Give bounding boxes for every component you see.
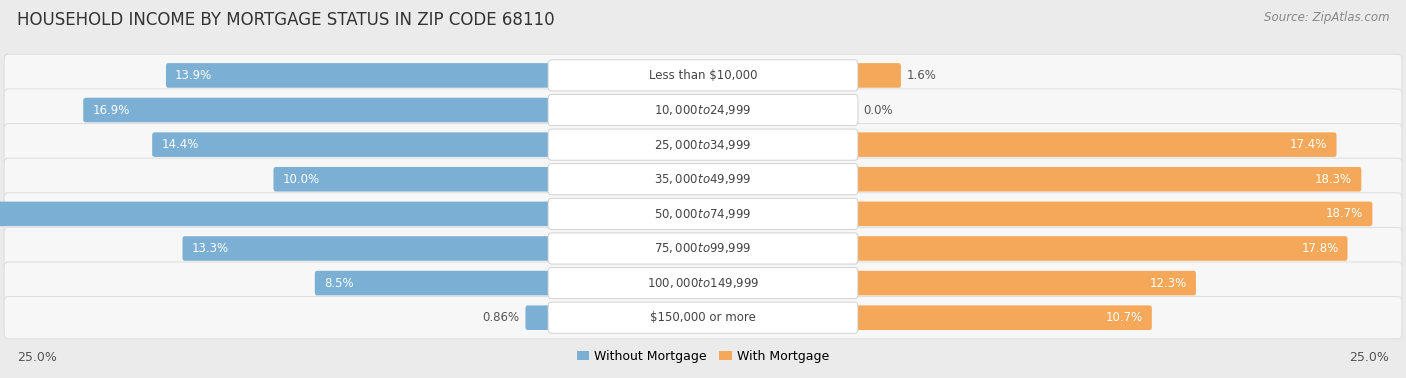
Text: 18.3%: 18.3% xyxy=(1315,173,1353,186)
Text: 10.7%: 10.7% xyxy=(1105,311,1143,324)
FancyBboxPatch shape xyxy=(166,63,554,88)
FancyBboxPatch shape xyxy=(852,236,1347,261)
FancyBboxPatch shape xyxy=(183,236,554,261)
FancyBboxPatch shape xyxy=(4,227,1402,270)
FancyBboxPatch shape xyxy=(4,193,1402,235)
FancyBboxPatch shape xyxy=(548,198,858,229)
Text: 16.9%: 16.9% xyxy=(93,104,129,116)
Text: $150,000 or more: $150,000 or more xyxy=(650,311,756,324)
FancyBboxPatch shape xyxy=(852,201,1372,226)
FancyBboxPatch shape xyxy=(548,268,858,299)
Text: $100,000 to $149,999: $100,000 to $149,999 xyxy=(647,276,759,290)
FancyBboxPatch shape xyxy=(548,60,858,91)
Legend: Without Mortgage, With Mortgage: Without Mortgage, With Mortgage xyxy=(572,345,834,368)
Text: 14.4%: 14.4% xyxy=(162,138,198,151)
Text: 17.8%: 17.8% xyxy=(1301,242,1339,255)
Text: 12.3%: 12.3% xyxy=(1150,277,1187,290)
Text: 25.0%: 25.0% xyxy=(17,351,56,364)
FancyBboxPatch shape xyxy=(526,305,554,330)
FancyBboxPatch shape xyxy=(4,158,1402,200)
FancyBboxPatch shape xyxy=(852,271,1197,295)
FancyBboxPatch shape xyxy=(4,297,1402,339)
Text: $75,000 to $99,999: $75,000 to $99,999 xyxy=(654,242,752,256)
FancyBboxPatch shape xyxy=(274,167,554,192)
Text: HOUSEHOLD INCOME BY MORTGAGE STATUS IN ZIP CODE 68110: HOUSEHOLD INCOME BY MORTGAGE STATUS IN Z… xyxy=(17,11,554,29)
Text: 0.86%: 0.86% xyxy=(482,311,519,324)
FancyBboxPatch shape xyxy=(548,164,858,195)
FancyBboxPatch shape xyxy=(548,94,858,125)
Text: 0.0%: 0.0% xyxy=(863,104,893,116)
Text: 17.4%: 17.4% xyxy=(1291,138,1327,151)
Text: 10.0%: 10.0% xyxy=(283,173,319,186)
FancyBboxPatch shape xyxy=(152,132,554,157)
FancyBboxPatch shape xyxy=(548,129,858,160)
FancyBboxPatch shape xyxy=(0,201,554,226)
Text: $25,000 to $34,999: $25,000 to $34,999 xyxy=(654,138,752,152)
Text: Less than $10,000: Less than $10,000 xyxy=(648,69,758,82)
FancyBboxPatch shape xyxy=(548,302,858,333)
Text: Source: ZipAtlas.com: Source: ZipAtlas.com xyxy=(1264,11,1389,24)
Text: 8.5%: 8.5% xyxy=(323,277,353,290)
FancyBboxPatch shape xyxy=(852,132,1337,157)
FancyBboxPatch shape xyxy=(4,124,1402,166)
FancyBboxPatch shape xyxy=(852,305,1152,330)
Text: 25.0%: 25.0% xyxy=(1350,351,1389,364)
Text: $35,000 to $49,999: $35,000 to $49,999 xyxy=(654,172,752,186)
FancyBboxPatch shape xyxy=(852,63,901,88)
Text: $50,000 to $74,999: $50,000 to $74,999 xyxy=(654,207,752,221)
FancyBboxPatch shape xyxy=(4,89,1402,131)
FancyBboxPatch shape xyxy=(4,54,1402,96)
FancyBboxPatch shape xyxy=(315,271,554,295)
Text: 18.7%: 18.7% xyxy=(1326,208,1364,220)
FancyBboxPatch shape xyxy=(548,233,858,264)
FancyBboxPatch shape xyxy=(852,167,1361,192)
Text: 13.9%: 13.9% xyxy=(176,69,212,82)
FancyBboxPatch shape xyxy=(83,98,554,122)
FancyBboxPatch shape xyxy=(4,262,1402,304)
Text: 1.6%: 1.6% xyxy=(907,69,936,82)
Text: 13.3%: 13.3% xyxy=(191,242,229,255)
Text: $10,000 to $24,999: $10,000 to $24,999 xyxy=(654,103,752,117)
